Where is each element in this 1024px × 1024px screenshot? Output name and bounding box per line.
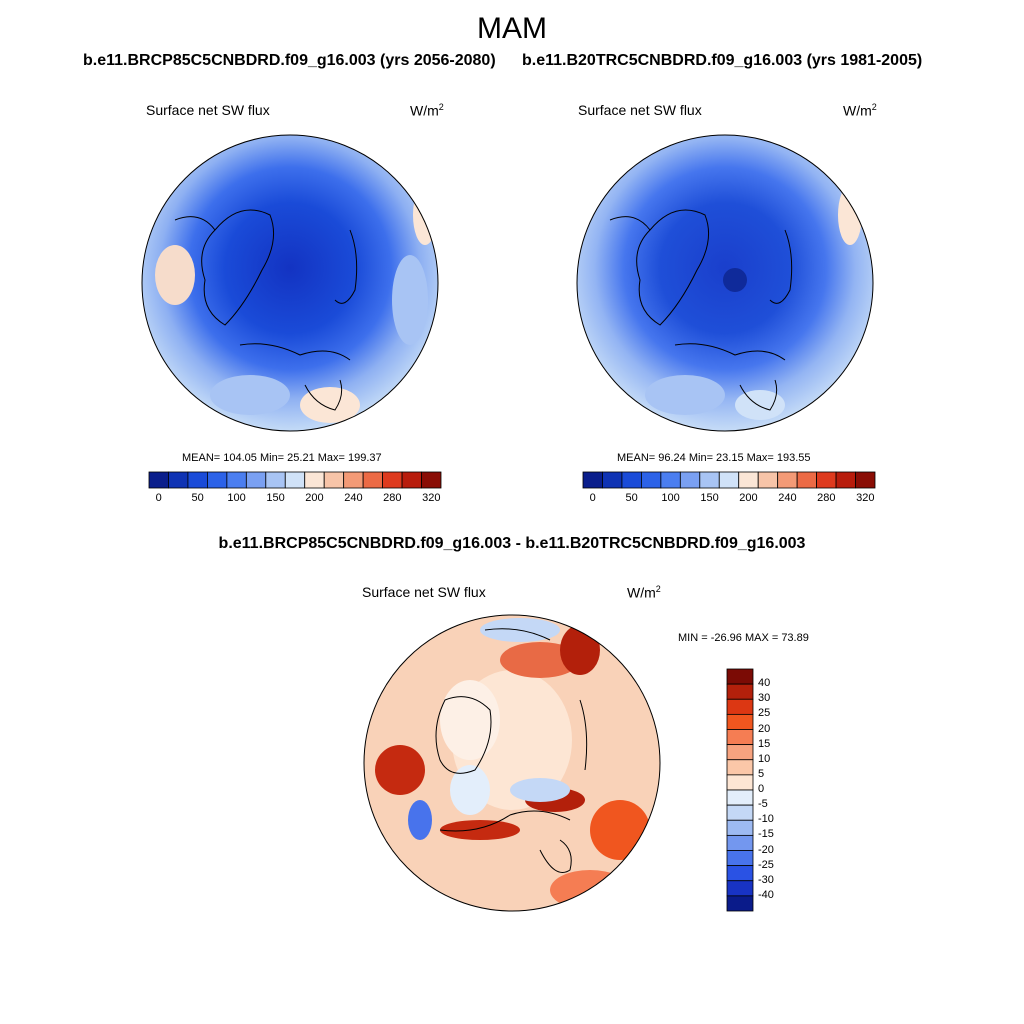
colorbar-tick-label: -15 xyxy=(758,828,774,841)
colorbar-tick-label: 30 xyxy=(758,692,771,705)
difference-colorbar xyxy=(726,668,754,912)
colorbar-swatch xyxy=(679,471,701,489)
colorbar-swatch xyxy=(245,471,267,489)
colorbar-swatch xyxy=(726,834,754,851)
season-title: MAM xyxy=(477,12,547,45)
colorbar-swatch xyxy=(323,471,345,489)
colorbar-swatch xyxy=(855,471,876,489)
colorbar-swatch xyxy=(582,471,603,489)
colorbar-tick-label: 150 xyxy=(700,492,719,504)
colorbar-swatch xyxy=(835,471,856,489)
colorbar-tick-label: 200 xyxy=(739,492,758,504)
colorbar-tick-label: 10 xyxy=(758,752,771,765)
colorbar-tick-label: 200 xyxy=(305,492,324,504)
colorbar-tick-label: 320 xyxy=(422,492,441,504)
colorbar-tick-label: 100 xyxy=(661,492,680,504)
colorbar-swatch xyxy=(602,471,623,489)
panel2-colorbar xyxy=(582,471,876,489)
colorbar-swatch xyxy=(738,471,759,489)
colorbar-swatch xyxy=(757,471,779,489)
colorbar-swatch xyxy=(726,804,754,821)
colorbar-tick-label: 50 xyxy=(191,492,204,504)
colorbar-swatch xyxy=(343,471,364,489)
colorbar-swatch xyxy=(304,471,325,489)
colorbar-swatch xyxy=(726,880,754,897)
colorbar-swatch xyxy=(284,471,306,489)
colorbar-tick-label: 240 xyxy=(344,492,363,504)
colorbar-tick-label: 40 xyxy=(758,677,771,690)
colorbar-tick-label: 150 xyxy=(266,492,285,504)
panel3-stats: MIN = -26.96 MAX = 73.89 xyxy=(678,632,809,644)
colorbar-swatch xyxy=(726,713,754,730)
colorbar-swatch xyxy=(660,471,681,489)
colorbar-swatch xyxy=(726,774,754,791)
colorbar-tick-label: 20 xyxy=(758,722,771,735)
colorbar-swatch xyxy=(726,698,754,715)
colorbar-swatch xyxy=(207,471,228,489)
colorbar-tick-label: 280 xyxy=(817,492,836,504)
colorbar-tick-label: 0 xyxy=(589,492,596,504)
colorbar-tick-label: 0 xyxy=(758,783,765,795)
panel1-units: W/m2 xyxy=(410,102,444,119)
colorbar-swatch xyxy=(641,471,662,489)
colorbar-tick-label: 0 xyxy=(155,492,162,504)
colorbar-swatch xyxy=(699,471,720,489)
colorbar-swatch xyxy=(187,471,208,489)
panel1-variable-label: Surface net SW flux xyxy=(146,102,270,118)
colorbar-swatch xyxy=(265,471,286,489)
colorbar-swatch xyxy=(226,471,247,489)
colorbar-swatch xyxy=(401,471,422,489)
colorbar-swatch xyxy=(168,471,189,489)
colorbar-swatch xyxy=(726,850,754,867)
panel3-units: W/m2 xyxy=(627,584,661,601)
right-case-title: b.e11.B20TRC5CNBDRD.f09_g16.003 (yrs 198… xyxy=(522,52,923,69)
colorbar-swatch xyxy=(382,471,403,489)
colorbar-tick-label: 320 xyxy=(856,492,875,504)
colorbar-swatch xyxy=(362,471,383,489)
panel2-stats: MEAN= 96.24 Min= 23.15 Max= 193.55 xyxy=(617,452,811,464)
colorbar-tick-label: -10 xyxy=(758,813,774,826)
colorbar-swatch xyxy=(718,471,740,489)
colorbar-swatch xyxy=(726,744,754,761)
panel2-variable-label: Surface net SW flux xyxy=(578,102,702,118)
colorbar-tick-label: 50 xyxy=(625,492,638,504)
colorbar-swatch xyxy=(621,471,642,489)
colorbar-tick-label: -40 xyxy=(758,888,774,901)
colorbar-swatch xyxy=(726,895,754,912)
colorbar-tick-label: 280 xyxy=(383,492,402,504)
colorbar-tick-label: 25 xyxy=(758,707,771,720)
colorbar-tick-label: -20 xyxy=(758,843,774,856)
colorbar-swatch xyxy=(148,471,169,489)
panel1-colorbar xyxy=(148,471,442,489)
colorbar-swatch xyxy=(726,729,754,746)
colorbar-tick-label: 100 xyxy=(227,492,246,504)
colorbar-swatch xyxy=(421,471,442,489)
panel3-variable-label: Surface net SW flux xyxy=(362,584,486,600)
colorbar-tick-label: 15 xyxy=(758,737,771,750)
colorbar-swatch xyxy=(726,819,754,836)
colorbar-tick-label: 5 xyxy=(758,767,765,780)
colorbar-tick-label: -5 xyxy=(758,798,768,811)
colorbar-swatch xyxy=(796,471,817,489)
colorbar-tick-label: -30 xyxy=(758,873,774,886)
colorbar-swatch xyxy=(777,471,798,489)
colorbar-swatch xyxy=(726,683,754,700)
left-case-title: b.e11.BRCP85C5CNBDRD.f09_g16.003 (yrs 20… xyxy=(83,52,496,69)
colorbar-swatch xyxy=(726,789,754,806)
difference-title: b.e11.BRCP85C5CNBDRD.f09_g16.003 - b.e11… xyxy=(218,535,806,552)
colorbar-tick-label: 240 xyxy=(778,492,797,504)
colorbar-tick-label: -25 xyxy=(758,858,774,871)
colorbar-swatch xyxy=(726,759,754,776)
panel2-units: W/m2 xyxy=(843,102,877,119)
colorbar-swatch xyxy=(816,471,837,489)
colorbar-swatch xyxy=(726,668,754,685)
panel1-stats: MEAN= 104.05 Min= 25.21 Max= 199.37 xyxy=(182,452,382,464)
colorbar-swatch xyxy=(726,865,754,882)
